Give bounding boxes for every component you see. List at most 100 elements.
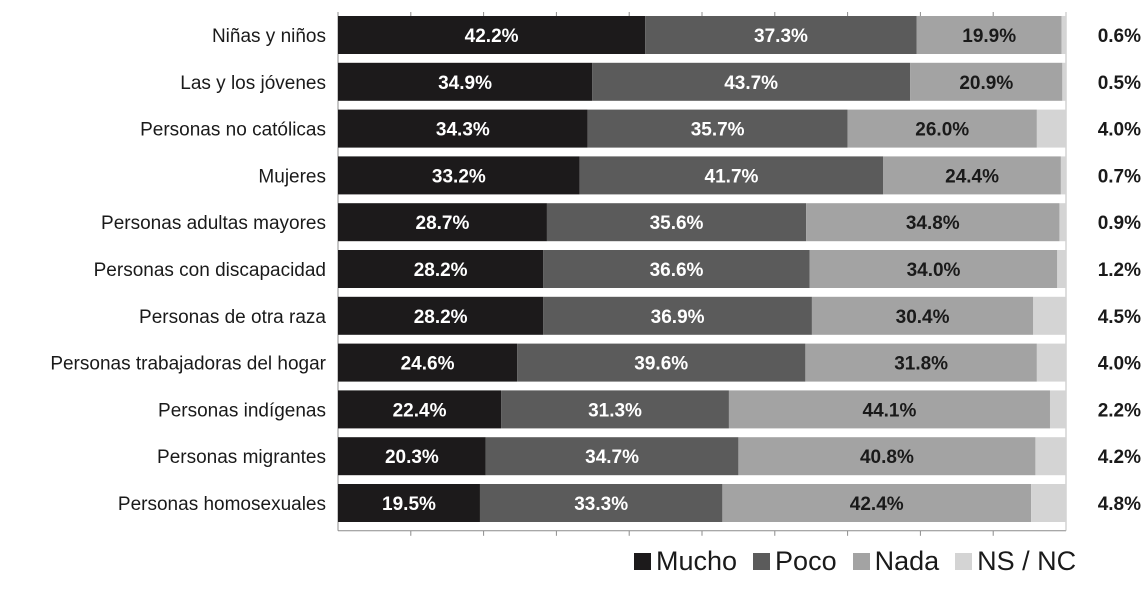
bar-segment-ns-nc (1061, 16, 1066, 54)
legend-swatch-poco (753, 552, 771, 570)
bar-segment-nada (738, 437, 1036, 476)
data-label-poco: 37.3% (754, 26, 808, 47)
legend-label-ns-nc: NS / NC (977, 545, 1077, 576)
data-label-nada: 24.4% (945, 166, 999, 187)
data-label-poco: 34.7% (585, 447, 639, 468)
data-label-nada: 42.4% (850, 494, 904, 515)
legend-item-ns-nc: NS / NC (955, 546, 1076, 577)
legend-item-mucho: Mucho (634, 546, 737, 577)
bar-segment-nada (728, 390, 1050, 429)
data-label-ns-nc: 4.5% (1098, 307, 1141, 328)
category-label: Mujeres (258, 166, 326, 187)
data-label-ns-nc: 1.2% (1098, 260, 1141, 281)
data-label-poco: 35.6% (650, 213, 704, 234)
bar-segment-nada (910, 62, 1063, 101)
data-label-nada: 30.4% (896, 307, 950, 328)
category-label: Personas indígenas (158, 400, 326, 421)
bar-segment-nada (811, 296, 1034, 335)
bar-segment-poco (485, 437, 739, 476)
bar-segment-mucho (338, 390, 502, 429)
data-label-ns-nc: 0.9% (1098, 213, 1141, 234)
category-label: Personas de otra raza (139, 307, 326, 328)
bar-segment-poco (546, 203, 807, 242)
data-label-ns-nc: 0.5% (1098, 73, 1141, 94)
bar-segment-mucho (338, 62, 593, 101)
data-label-mucho: 24.6% (401, 354, 455, 375)
bar-segment-ns-nc (1035, 437, 1066, 476)
bar-segment-poco (579, 156, 884, 195)
data-label-nada: 34.8% (906, 213, 960, 234)
bar-segment-ns-nc (1031, 484, 1066, 522)
bar-segment-mucho (338, 343, 518, 382)
bar-segment-ns-nc (1059, 203, 1066, 242)
bar-segment-poco (479, 484, 723, 522)
bar-segment-mucho (338, 156, 580, 195)
data-label-nada: 34.0% (907, 260, 961, 281)
data-label-ns-nc: 0.6% (1098, 26, 1141, 47)
bar-segment-nada (806, 203, 1060, 242)
category-label: Las y los jóvenes (180, 73, 326, 94)
data-label-poco: 41.7% (705, 166, 759, 187)
category-label: Personas homosexuales (118, 494, 326, 515)
category-label: Personas adultas mayores (101, 213, 326, 234)
bar-segment-mucho (338, 16, 646, 54)
bar-segment-ns-nc (1057, 250, 1066, 288)
bar-segment-poco (517, 343, 806, 382)
data-label-poco: 36.6% (650, 260, 704, 281)
bar-segment-poco (645, 16, 917, 54)
category-label: Personas no católicas (140, 120, 326, 141)
data-label-poco: 39.6% (634, 354, 688, 375)
data-label-ns-nc: 0.7% (1098, 166, 1141, 187)
bar-segment-poco (501, 390, 729, 429)
data-label-mucho: 22.4% (393, 400, 447, 421)
bar-segment-poco (587, 109, 848, 148)
data-label-nada: 40.8% (860, 447, 914, 468)
bar-segment-mucho (338, 250, 544, 288)
bar-segment-ns-nc (1036, 343, 1066, 382)
data-label-mucho: 28.2% (414, 260, 468, 281)
data-label-ns-nc: 2.2% (1098, 400, 1141, 421)
data-label-ns-nc: 4.2% (1098, 447, 1141, 468)
data-label-poco: 33.3% (574, 494, 628, 515)
bar-segment-poco (592, 62, 911, 101)
category-label: Niñas y niños (212, 26, 326, 47)
bar-segment-nada (809, 250, 1058, 288)
data-label-poco: 43.7% (724, 73, 778, 94)
bar-segment-nada (805, 343, 1037, 382)
data-label-nada: 44.1% (863, 400, 917, 421)
bar-segment-nada (722, 484, 1032, 522)
data-label-mucho: 28.7% (416, 213, 470, 234)
bar-segment-mucho (338, 109, 588, 148)
data-label-poco: 36.9% (651, 307, 705, 328)
bar-segment-nada (847, 109, 1037, 148)
data-label-mucho: 34.3% (436, 120, 490, 141)
bar-segment-nada (883, 156, 1061, 195)
data-label-ns-nc: 4.0% (1098, 354, 1141, 375)
legend-item-poco: Poco (753, 546, 837, 577)
data-label-poco: 35.7% (691, 120, 745, 141)
data-label-ns-nc: 4.0% (1098, 120, 1141, 141)
bar-segment-mucho (338, 203, 547, 242)
bar-segment-ns-nc (1060, 156, 1066, 195)
bar-segment-mucho (338, 296, 544, 335)
data-label-nada: 20.9% (959, 73, 1013, 94)
legend-label-nada: Nada (874, 545, 940, 576)
data-label-mucho: 33.2% (432, 166, 486, 187)
bar-segment-poco (543, 296, 812, 335)
legend-item-nada: Nada (852, 545, 940, 577)
data-label-ns-nc: 4.8% (1098, 494, 1141, 515)
category-label: Personas migrantes (157, 447, 326, 468)
bar-segment-mucho (338, 484, 480, 522)
data-label-nada: 19.9% (962, 26, 1016, 47)
legend-swatch-nada (852, 552, 870, 570)
data-label-nada: 26.0% (915, 120, 969, 141)
data-label-nada: 31.8% (894, 354, 948, 375)
legend-label-mucho: Mucho (656, 545, 738, 576)
bar-segment-mucho (338, 437, 486, 476)
data-label-mucho: 20.3% (385, 447, 439, 468)
bar-segment-nada (916, 16, 1062, 54)
bar-segment-ns-nc (1062, 62, 1066, 101)
data-label-mucho: 19.5% (382, 494, 436, 515)
data-label-mucho: 28.2% (414, 307, 468, 328)
